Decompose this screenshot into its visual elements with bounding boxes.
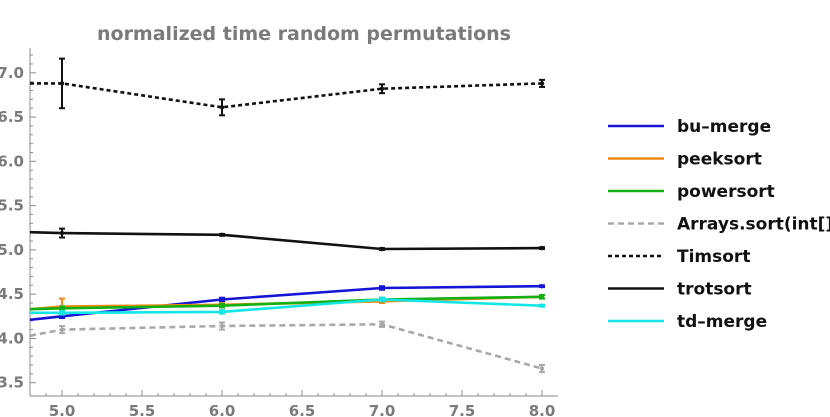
y-tick-label: 5.0 (0, 241, 24, 259)
y-tick-label: 5.5 (0, 197, 24, 215)
data-point (379, 246, 385, 252)
series-line-3 (29, 322, 543, 370)
data-point (539, 303, 545, 308)
data-point (219, 303, 225, 308)
x-tick-label: 7.0 (369, 402, 396, 417)
chart-title: normalized time random permutations (97, 23, 511, 45)
legend: bu–merge peeksort powersort Arrays.sort(int… (608, 117, 830, 332)
legend-label-5: trotsort (677, 280, 752, 300)
x-tick-label: 5.5 (129, 402, 156, 417)
data-point (379, 285, 385, 291)
legend-label-6: td–merge (677, 312, 767, 332)
data-point (539, 283, 545, 289)
data-point (539, 366, 545, 371)
y-tick-label: 6.0 (0, 152, 24, 170)
data-point (379, 322, 385, 327)
series-line-4 (30, 82, 543, 109)
data-point (219, 309, 225, 315)
legend-label-1: peeksort (677, 150, 762, 170)
data-point (539, 81, 545, 86)
axes: 5.0 5.5 6.0 6.5 7.0 7.5 8.0 3.5 4.0 4.5 5.0 5.5 6.0 6… (0, 48, 558, 417)
plot-area (29, 57, 545, 374)
x-tick-label: 6.0 (209, 402, 236, 417)
y-tick-label: 4.0 (0, 329, 24, 347)
y-tick-label: 3.5 (0, 374, 24, 392)
legend-label-3: Arrays.sort(int[]) (677, 215, 830, 235)
legend-label-2: powersort (677, 182, 775, 202)
data-point (219, 323, 225, 329)
data-point (219, 105, 225, 110)
legend-label-0: bu–merge (677, 117, 771, 137)
x-tick-label: 8.0 (529, 402, 556, 417)
data-point (379, 297, 385, 302)
x-tick-label: 7.5 (449, 402, 476, 417)
series-line-5 (29, 230, 543, 251)
data-point (59, 310, 65, 315)
data-point (219, 297, 225, 302)
x-tick-label: 5.0 (49, 402, 76, 417)
data-point (539, 245, 545, 251)
data-point (59, 230, 65, 236)
data-point (539, 294, 545, 300)
data-point (59, 327, 65, 332)
y-tick-label: 7.0 (0, 64, 24, 82)
legend-label-4: Timsort (677, 247, 750, 267)
x-tick-label: 6.5 (289, 402, 316, 417)
y-tick-label: 4.5 (0, 285, 24, 303)
data-point (59, 81, 65, 86)
y-tick-label: 6.5 (0, 108, 24, 126)
data-point (59, 306, 65, 311)
data-point (219, 232, 225, 238)
data-point (379, 86, 385, 91)
